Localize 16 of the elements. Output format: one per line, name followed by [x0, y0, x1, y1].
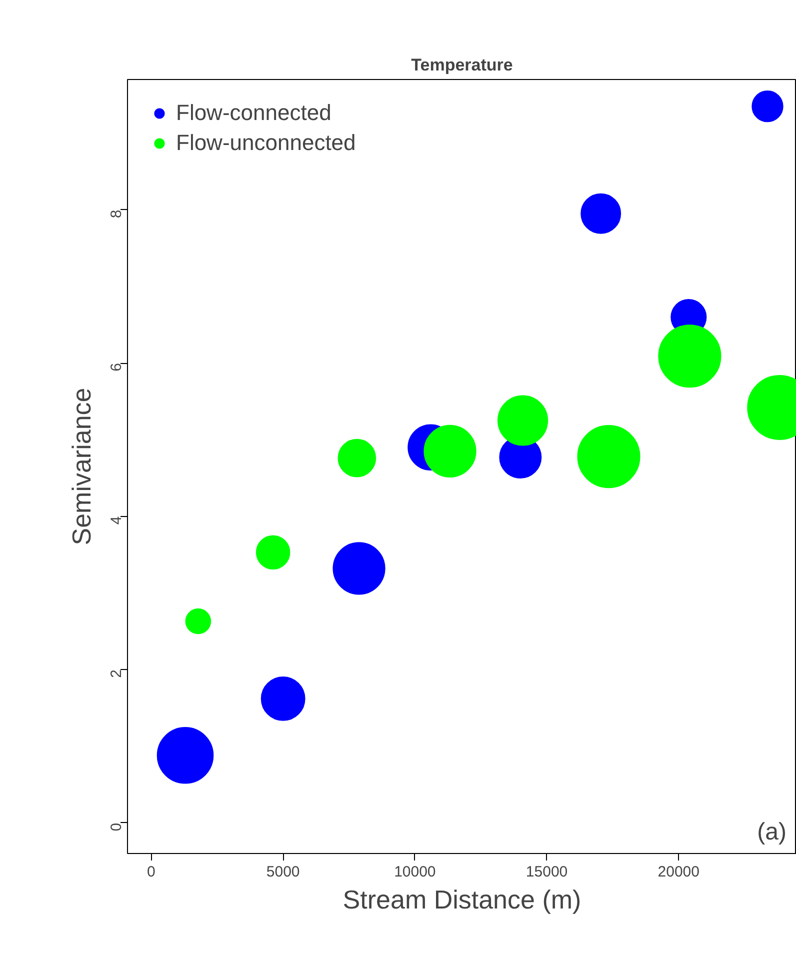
x-tick-label: 10000 [394, 864, 436, 880]
x-tick-label: 5000 [266, 864, 300, 880]
y-tick-label: 8 [108, 210, 125, 218]
chart-title: Temperature [411, 56, 513, 74]
x-tick-label: 15000 [526, 864, 568, 880]
y-tick-label: 4 [108, 516, 125, 525]
annotation: (a) [757, 818, 787, 846]
y-tick-label: 6 [108, 363, 125, 372]
y-tick-label: 2 [108, 670, 125, 678]
legend-label: Flow-connected [176, 99, 332, 127]
y-axis-title: Semivariance [66, 388, 96, 546]
y-tick-label: 0 [108, 822, 125, 832]
x-tick-label: 20000 [658, 864, 700, 880]
x-tick-label: 0 [147, 864, 156, 880]
legend-label: Flow-unconnected [176, 129, 356, 157]
x-axis-title: Stream Distance (m) [342, 884, 582, 914]
